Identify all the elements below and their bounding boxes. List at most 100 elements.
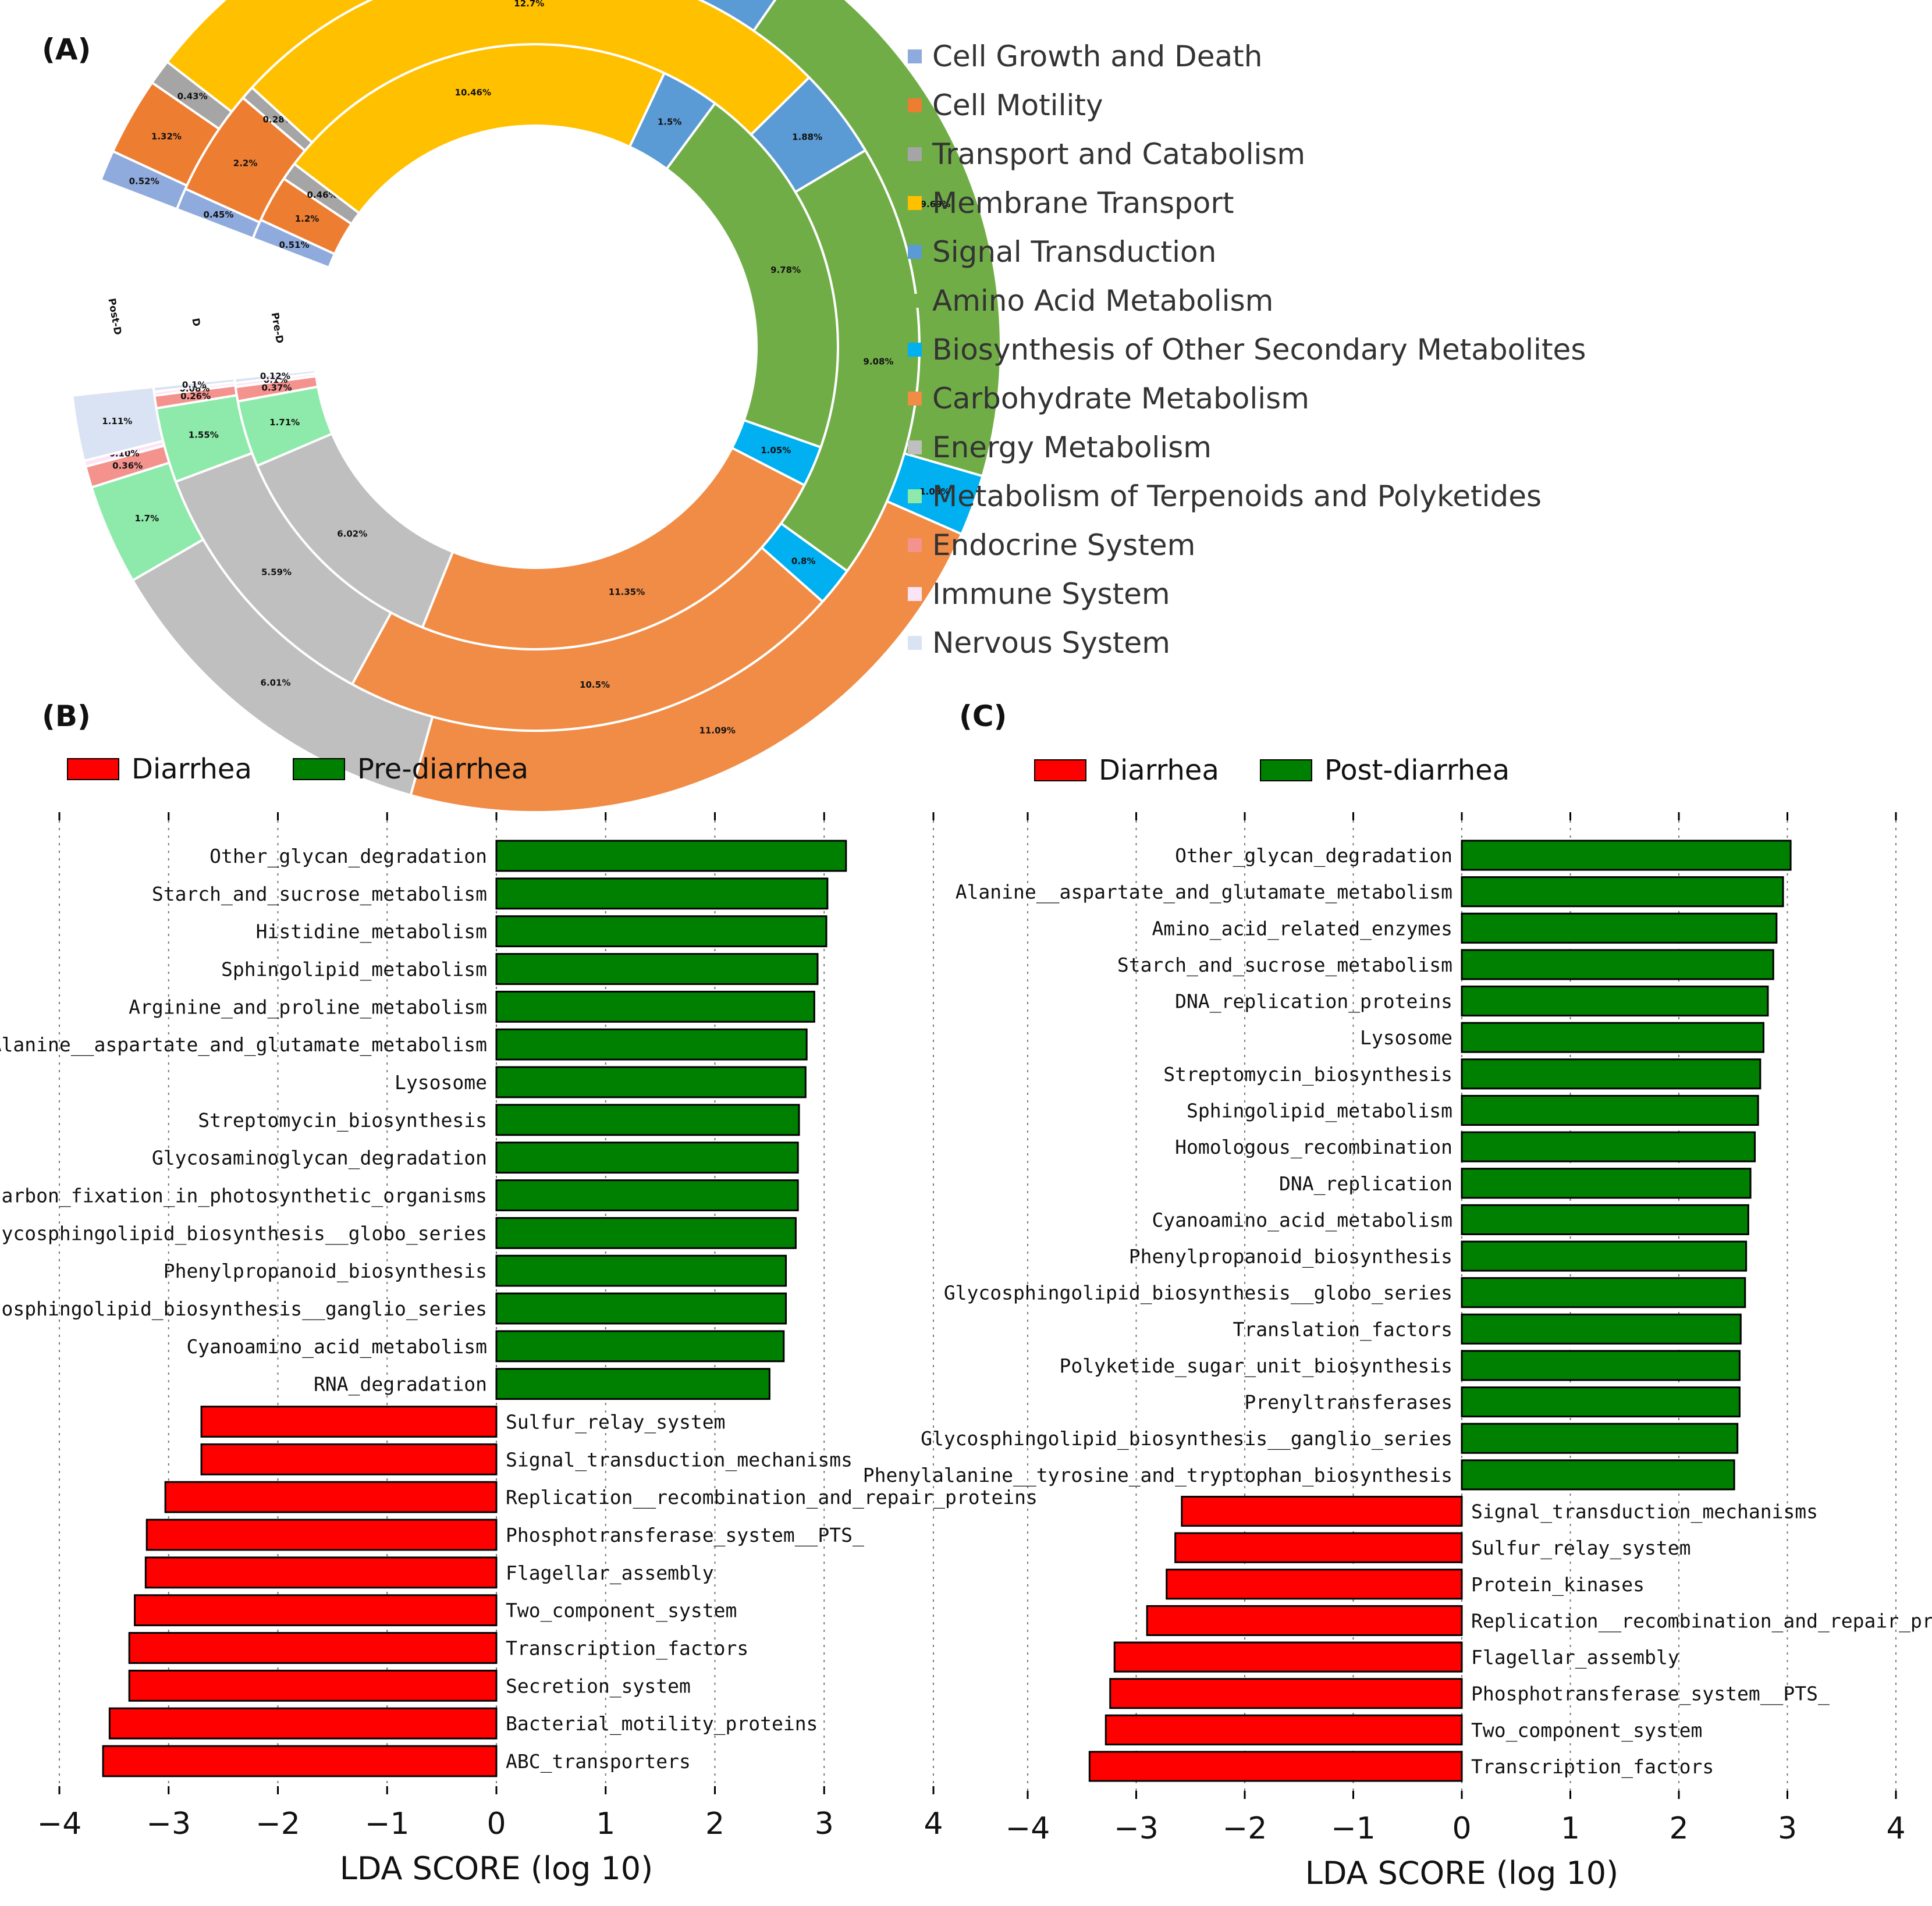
lda-bar-label-abc-transporters: ABC_transporters [506, 1750, 691, 1773]
legend-swatch-cell-motility [908, 98, 922, 112]
x-tick-label-0: −4 [37, 1807, 82, 1841]
lda-bar-label-lysosome: Lysosome [395, 1071, 487, 1094]
donut-slice-label-pre-d-8: 6.02% [337, 529, 367, 539]
lda-bar-glycosphingolipid-biosynthesis-ganglio-series [495, 1292, 787, 1325]
donut-slice-label-post-d-7: 11.09% [699, 726, 735, 736]
lda-bar-flagellar-assembly [144, 1556, 498, 1589]
lda-bar-streptomycin-biosynthesis [495, 1104, 800, 1136]
lda-bar-label-carbon-fixation-in-photosynthetic-organisms: Carbon_fixation_in_photosynthetic_organi… [0, 1185, 487, 1208]
lda-bar-carbon-fixation-in-photosynthetic-organisms [495, 1179, 799, 1211]
lda-chart-post-diarrhea: Diarrhea Post-diarrhea Other_glycan_degrad… [863, 754, 1932, 1891]
lda-bar-bacterial-motility-proteins [108, 1707, 498, 1740]
lda-bar-label-glycosphingolipid-biosynthesis-globo-series: Glycosphingolipid_biosynthesis__globo_se… [0, 1222, 487, 1245]
donut-slice-label-pre-d-4: 1.5% [658, 117, 682, 127]
lda-bar-prenyltransferases [1461, 1386, 1741, 1418]
lda-bar-label-starch-and-sucrose-metabolism: Starch_and_sucrose_metabolism [1117, 954, 1452, 977]
lda-bar-cyanoamino-acid-metabolism [495, 1330, 785, 1363]
lda-bar-label-phosphotransferase-system-pts: Phosphotransferase_system__PTS_ [506, 1524, 864, 1547]
lda-bar-cyanoamino-acid-metabolism [1461, 1204, 1749, 1235]
lda-bar-flagellar-assembly [1113, 1641, 1463, 1673]
legend-label-cell-growth-and-death: Cell Growth and Death [932, 40, 1262, 73]
lda-bar-label-streptomycin-biosynthesis: Streptomycin_biosynthesis [1163, 1063, 1452, 1086]
legend-swatch-amino-acid-metabolism [908, 294, 922, 308]
lda-bar-label-amino-acid-related-enzymes: Amino_acid_related_enzymes [1152, 917, 1452, 940]
x-tick-label-1: −3 [1114, 1811, 1159, 1846]
donut-slice-label-d-3: 12.7% [514, 0, 544, 9]
donut-slice-label-post-d-6: 1.03% [919, 486, 950, 497]
donut-slice-label-pre-d-7: 11.35% [609, 587, 645, 598]
lda-bar-dna-replication-proteins [1461, 986, 1769, 1017]
lda-bar-streptomycin-biosynthesis [1461, 1058, 1761, 1090]
donut-slice-label-pre-d-12: 0.12% [260, 371, 290, 382]
legend-label-immune-system: Immune System [932, 577, 1170, 611]
lda-bar-arginine-and-proline-metabolism [495, 990, 815, 1023]
lda-bar-label-signal-transduction-mechanisms: Signal_transduction_mechanisms [1471, 1500, 1818, 1524]
nested-donut-chart: 0.51% 1.2% 0.46% 10.46% 1.5% 9.78% 1.05% 11.35%… [71, 0, 1002, 813]
lda-bar-label-translation-factors: Translation_factors [1233, 1318, 1453, 1341]
legend-swatch-energy-metabolism [908, 440, 922, 454]
donut-slice-post-d-nervous-system [71, 385, 165, 463]
legend-label-post-diarrhea: Post-diarrhea [1324, 754, 1510, 787]
legend-swatch-immune-system [908, 587, 922, 601]
donut-slice-label-d-9: 1.55% [189, 430, 219, 440]
donut-slice-label-d-7: 10.5% [580, 680, 610, 690]
legend-swatch-endocrine-system [908, 538, 922, 552]
lda-bar-label-sulfur-relay-system: Sulfur_relay_system [506, 1411, 726, 1434]
legend-label-nervous-system: Nervous System [932, 626, 1170, 660]
legend-swatch-membrane-transport [908, 196, 922, 210]
lda-bar-phenylalanine-tyrosine-and-tryptophan-biosynthesis [1461, 1459, 1735, 1491]
lda-bar-label-sulfur-relay-system: Sulfur_relay_system [1471, 1537, 1691, 1560]
lda-bar-two-component-system [1104, 1714, 1463, 1745]
lda-bar-other-glycan-degradation [495, 840, 847, 872]
legend-label-biosynthesis-of-other-secondary-metabolites: Biosynthesis of Other Secondary Metaboli… [932, 333, 1586, 367]
lda-bar-lysosome [1461, 1022, 1764, 1053]
x-axis-title: LDA SCORE (log 10) [1305, 1855, 1618, 1891]
lda-bar-alanine-aspartate-and-glutamate-metabolism [1461, 876, 1784, 908]
donut-slice-label-post-d-0: 0.52% [129, 176, 159, 187]
panel-label-c: (C) [959, 699, 1007, 733]
legend-label-transport-and-catabolism: Transport and Catabolism [932, 137, 1305, 171]
donut-legend: Cell Growth and Death Cell Motility Transp… [908, 40, 1586, 660]
legend-swatch-transport-and-catabolism [908, 147, 922, 161]
donut-slice-label-post-d-10: 0.36% [112, 460, 143, 471]
lda-chart-pre-diarrhea: Diarrhea Pre-diarrhea Other_glycan_degrada… [0, 753, 1038, 1887]
lda-bar-label-prenyltransferases: Prenyltransferases [1244, 1391, 1452, 1414]
lda-bar-label-flagellar-assembly: Flagellar_assembly [1471, 1646, 1679, 1669]
lda-bar-label-replication-recombination-and-repair-proteins: Replication__recombination_and_repair_pr… [1471, 1609, 1932, 1633]
x-tick-label-1: −3 [146, 1807, 191, 1841]
lda-bar-protein-kinases [1166, 1569, 1463, 1600]
lda-bar-glycosphingolipid-biosynthesis-globo-series [1461, 1277, 1746, 1308]
legend-label-cell-motility: Cell Motility [932, 88, 1103, 122]
donut-slice-label-d-8: 5.59% [261, 567, 292, 577]
lda-bar-signal-transduction-mechanisms [200, 1443, 498, 1475]
donut-slice-label-d-12: 0.1% [182, 379, 207, 390]
x-tick-label-7: 3 [1778, 1811, 1797, 1846]
lda-bar-label-flagellar-assembly: Flagellar_assembly [506, 1562, 714, 1585]
lda-bar-label-glycosphingolipid-biosynthesis-ganglio-series: Glycosphingolipid_biosynthesis__ganglio_… [921, 1427, 1452, 1450]
lda-bar-homologous-recombination [1461, 1131, 1756, 1162]
lda-bar-label-dna-replication: DNA_replication [1279, 1172, 1452, 1196]
legend-label-diarrhea: Diarrhea [132, 753, 252, 785]
lda-bar-label-phosphotransferase-system-pts: Phosphotransferase_system__PTS_ [1471, 1683, 1830, 1706]
donut-slice-label-post-d-12: 1.11% [102, 416, 132, 426]
lda-bar-label-glycosphingolipid-biosynthesis-ganglio-series: Glycosphingolipid_biosynthesis__ganglio_… [0, 1297, 487, 1321]
donut-slice-label-post-d-8: 6.01% [260, 678, 290, 688]
lda-bar-label-histidine-metabolism: Histidine_metabolism [256, 920, 487, 944]
x-tick-label-4: 0 [486, 1807, 506, 1841]
lda-bar-label-streptomycin-biosynthesis: Streptomycin_biosynthesis [198, 1109, 487, 1132]
lda-bar-label-cyanoamino-acid-metabolism: Cyanoamino_acid_metabolism [186, 1335, 487, 1359]
lda-bar-label-transcription-factors: Transcription_factors [506, 1637, 748, 1660]
x-tick-label-5: 1 [596, 1807, 615, 1841]
donut-slice-label-post-d-5: 9.69% [921, 199, 951, 209]
lda-bar-label-signal-transduction-mechanisms: Signal_transduction_mechanisms [506, 1448, 853, 1471]
lda-bar-secretion-system [128, 1669, 498, 1702]
lda-bar-label-phenylpropanoid-biosynthesis: Phenylpropanoid_biosynthesis [164, 1260, 487, 1283]
donut-slice-label-pre-d-9: 1.71% [269, 417, 300, 428]
legend-swatch-cell-growth-and-death [908, 49, 922, 63]
x-tick-label-8: 4 [1886, 1811, 1905, 1846]
donut-slice-label-d-4: 1.88% [792, 132, 822, 143]
legend-swatch-signal-transduction [908, 245, 922, 259]
lda-bar-label-sphingolipid-metabolism: Sphingolipid_metabolism [221, 958, 487, 982]
x-tick-label-6: 2 [705, 1807, 724, 1841]
lda-bar-phenylpropanoid-biosynthesis [1461, 1240, 1748, 1272]
